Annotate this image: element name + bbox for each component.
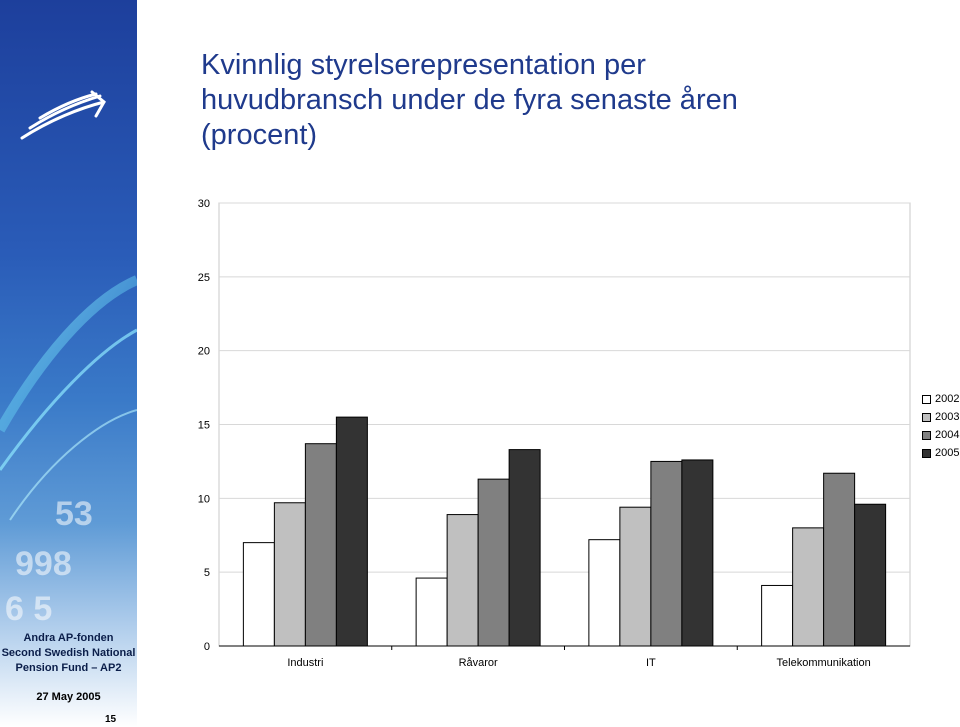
bar [588, 539, 621, 647]
svg-text:998: 998 [15, 545, 72, 583]
bar [761, 584, 794, 647]
y-tick-label: 5 [204, 567, 210, 579]
title-line-1: Kvinnlig styrelserepresentation per [201, 49, 646, 81]
legend-label-2004: 2004 [935, 429, 960, 441]
bar [650, 460, 683, 647]
title-line-3: (procent) [201, 119, 318, 151]
legend-swatch-2003 [922, 412, 931, 422]
legend-item-2003: 2003 [922, 408, 959, 426]
x-tick-label: Telekommunikation [777, 657, 871, 669]
svg-text:6 5: 6 5 [5, 590, 52, 628]
sidebar-background-image: 53 998 6 5 [0, 0, 137, 727]
brand-text: Andra AP-fonden Second Swedish National … [0, 631, 137, 676]
y-tick-label: 30 [198, 198, 210, 210]
legend-label-2005: 2005 [935, 447, 960, 459]
title-line-2: huvudbransch under de fyra senaste åren [201, 84, 738, 116]
legend-item-2005: 2005 [922, 444, 959, 462]
legend-swatch-2004 [922, 430, 931, 440]
legend-item-2002: 2002 [922, 390, 959, 408]
legend-swatch-2005 [922, 448, 931, 458]
bar [823, 472, 856, 647]
chart-legend: 2002 2003 2004 2005 [922, 390, 959, 462]
bar [477, 478, 510, 647]
bar [335, 416, 368, 647]
x-tick-label: Industri [287, 657, 323, 669]
bar [854, 503, 887, 647]
ap2-arrows-logo-icon [20, 90, 106, 140]
legend-label-2002: 2002 [935, 393, 960, 405]
page-number: 15 [105, 714, 117, 725]
legend-label-2003: 2003 [935, 411, 960, 423]
sidebar-banner: 53 998 6 5 Andra AP-fonden Second Swedis… [0, 0, 137, 727]
bar [415, 577, 448, 647]
bar [681, 459, 714, 647]
y-tick-label: 20 [198, 346, 210, 358]
svg-text:53: 53 [55, 495, 93, 533]
footer-date: 27 May 2005 [36, 691, 101, 703]
y-tick-label: 0 [204, 641, 210, 653]
bar [242, 542, 275, 647]
bar [304, 443, 337, 647]
y-tick-label: 25 [198, 272, 210, 284]
brand-line-1: Andra AP-fonden [23, 632, 114, 644]
legend-item-2004: 2004 [922, 426, 959, 444]
x-tick-label: Råvaror [459, 657, 498, 669]
y-tick-label: 10 [198, 493, 210, 505]
bar [508, 449, 541, 647]
bar [273, 502, 306, 647]
legend-swatch-2002 [922, 394, 931, 404]
brand-line-2: Second Swedish National [1, 647, 136, 659]
x-tick-label: IT [646, 657, 656, 669]
page-title: Kvinnlig styrelserepresentation per huvu… [201, 48, 921, 153]
bar [446, 514, 479, 647]
brand-line-3: Pension Fund – AP2 [15, 662, 122, 674]
y-tick-label: 15 [198, 420, 210, 432]
bar [619, 506, 652, 647]
bar [792, 527, 825, 647]
